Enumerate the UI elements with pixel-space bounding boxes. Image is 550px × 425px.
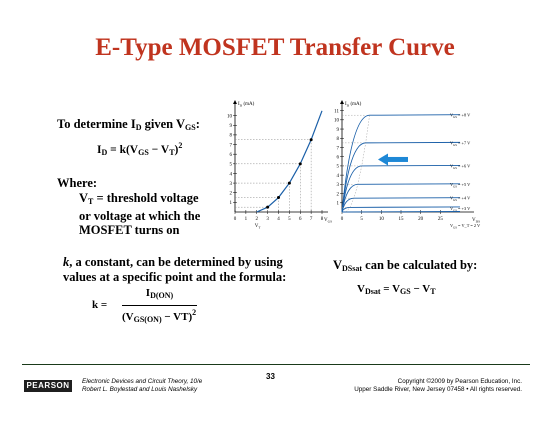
y-tick-label: 2: [337, 192, 340, 197]
y-tick-label: 4: [337, 174, 340, 179]
x-tick-label: 25: [438, 217, 444, 222]
y-axis-arrow: [233, 100, 237, 104]
drain-curve: [341, 141, 461, 213]
y-tick-label: 5: [337, 165, 340, 170]
determine-text: To determine ID given VGS:: [57, 117, 200, 132]
footer-divider: [22, 364, 530, 365]
curve-label: VGS = +8 V: [450, 113, 471, 120]
where-label: Where:: [57, 176, 98, 190]
vdsat-description: VDSsat can be calculated by:: [333, 258, 478, 273]
vt-definition: VT = threshold voltage or voltage at whi…: [79, 191, 201, 237]
y-tick-label: 2: [230, 192, 233, 197]
slide-title: E-Type MOSFET Transfer Curve: [95, 34, 455, 61]
arrow-head: [378, 153, 388, 166]
x-tick-label: 0: [341, 217, 344, 222]
y-tick-label: 3: [230, 182, 233, 187]
x-tick-label: 5: [288, 217, 291, 222]
y-tick-label: 7: [337, 146, 340, 151]
x-tick-label: 7: [310, 217, 313, 222]
y-tick-label: 5: [230, 163, 233, 168]
x-tick-label: 0: [234, 217, 237, 222]
y-axis-label: ID (mA): [345, 102, 362, 108]
curve-label: VGS = +7 V: [450, 140, 471, 147]
transfer-curve: [256, 110, 323, 213]
x-axis-label: VDS: [472, 218, 480, 224]
y-tick-label: 6: [337, 155, 340, 160]
data-point: [287, 181, 291, 185]
page-number: 33: [266, 372, 275, 381]
k-formula-lhs: k =: [92, 299, 108, 311]
pearson-logo: PEARSON: [24, 380, 72, 392]
y-tick-label: 3: [337, 183, 340, 188]
drain-curve: [341, 114, 461, 213]
y-tick-label: 1: [230, 201, 233, 206]
y-tick-label: 8: [337, 137, 340, 142]
copyright-notice: Copyright ©2009 by Pearson Education, In…: [354, 378, 522, 393]
curve-label: VGS = +3 V: [450, 206, 471, 213]
x-tick-label: 20: [418, 217, 424, 222]
y-tick-label: 8: [230, 134, 233, 139]
y-tick-label: 10: [334, 119, 340, 124]
k-formula-numerator: ID(ON): [145, 287, 174, 300]
drain-curve: [341, 164, 461, 213]
data-point: [277, 196, 280, 200]
x-axis-label: VGS: [324, 218, 332, 224]
y-tick-label: 9: [337, 128, 340, 133]
x-tick-label: 15: [399, 217, 405, 222]
y-tick-label: 6: [230, 153, 233, 158]
vdsat-formula: VDsat = VGS − VT: [357, 283, 436, 296]
x-tick-label: 8: [321, 217, 324, 222]
y-tick-label: 1: [337, 202, 340, 207]
book-citation: Electronic Devices and Circuit Theory, 1…: [82, 378, 203, 393]
curve-label: VGS = +4 V: [450, 196, 471, 203]
y-axis-arrow: [340, 100, 344, 104]
x-tick-label: 3: [266, 217, 269, 222]
x-tick-label: 10: [379, 217, 385, 222]
k-description: k, a constant, can be determined by usin…: [63, 255, 287, 284]
y-tick-label: 7: [230, 143, 233, 148]
y-tick-label: 11: [334, 109, 339, 114]
drain-curve: [342, 211, 461, 213]
x-tick-label: 5: [360, 217, 363, 222]
data-point: [309, 138, 313, 142]
fraction-bar: [122, 305, 197, 306]
x-tick-label: 1: [245, 217, 248, 222]
curve-label: VGS = +6 V: [450, 163, 471, 170]
y-tick-label: 9: [230, 124, 233, 129]
curve-label: VGS = +5 V: [450, 182, 471, 189]
y-axis-label: ID (mA): [238, 102, 255, 108]
drain-curve: [341, 197, 461, 213]
x-tick-label: 4: [277, 217, 280, 222]
y-tick-label: 4: [230, 172, 233, 177]
curve-label: VGS = V_T = 2 V: [450, 223, 481, 230]
saturation-locus: [345, 115, 370, 213]
data-point: [266, 205, 270, 209]
vt-marker-label: VT: [255, 224, 262, 230]
data-point: [298, 162, 302, 166]
y-tick-label: 10: [227, 114, 233, 119]
k-formula-denominator: (VGS(ON) − VT)2: [122, 308, 197, 324]
id-formula: ID = k(VGS − VT)2: [97, 141, 183, 157]
x-tick-label: 6: [299, 217, 302, 222]
arrow-shaft: [388, 156, 408, 162]
x-tick-label: 2: [256, 217, 259, 222]
